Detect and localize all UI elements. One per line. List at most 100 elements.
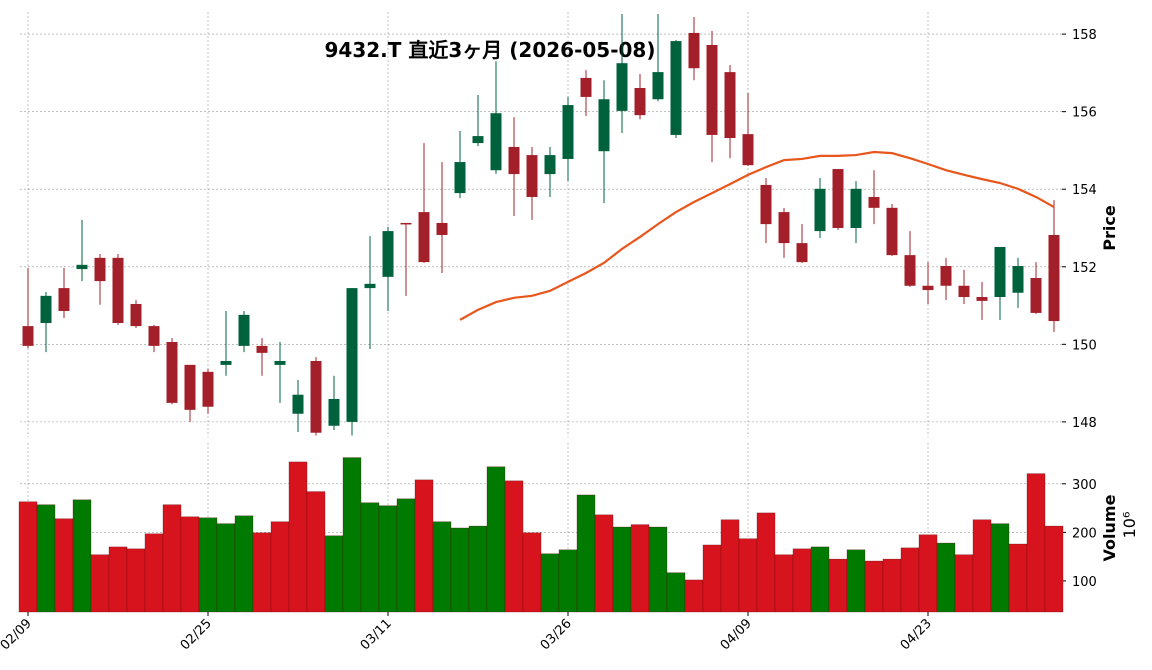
x-tick-label: 03/11 bbox=[358, 616, 395, 653]
moving-average-line bbox=[459, 150, 1055, 321]
candle-body bbox=[310, 360, 322, 433]
y-tick-label: 154 bbox=[1072, 183, 1097, 198]
candle-body bbox=[832, 169, 844, 228]
volume-bar bbox=[954, 554, 974, 613]
volume-bar bbox=[810, 546, 830, 613]
candle-body bbox=[526, 155, 538, 197]
candle-body bbox=[922, 285, 934, 291]
volume-bar bbox=[666, 572, 686, 613]
candle-body bbox=[814, 188, 826, 232]
candle-body bbox=[130, 303, 142, 327]
volume-bar bbox=[450, 527, 470, 613]
volume-bar bbox=[540, 553, 560, 613]
volume-bar bbox=[90, 554, 110, 613]
candle-body bbox=[112, 257, 124, 323]
candle-body bbox=[202, 371, 214, 407]
volume-bar bbox=[594, 514, 614, 613]
candle-body bbox=[364, 283, 376, 289]
volume-axis-label: Volume bbox=[1100, 494, 1119, 561]
candle-body bbox=[382, 231, 394, 277]
volume-bar bbox=[342, 457, 362, 613]
volume-bar bbox=[684, 579, 704, 613]
volume-bar bbox=[18, 501, 38, 613]
volume-bar bbox=[36, 504, 56, 613]
candle-body bbox=[1012, 265, 1024, 293]
volume-bar bbox=[576, 494, 596, 613]
volume-scale: 10⁶ bbox=[1120, 512, 1139, 539]
candle-body bbox=[634, 88, 646, 116]
volume-bar bbox=[828, 558, 848, 613]
candle-body bbox=[760, 184, 772, 225]
candle-body bbox=[904, 255, 916, 286]
volume-bar bbox=[648, 526, 668, 613]
volume-bar bbox=[612, 526, 632, 613]
volume-tick-label: 300 bbox=[1072, 478, 1097, 493]
candle-body bbox=[940, 265, 952, 286]
candle-body bbox=[22, 326, 34, 346]
volume-bar bbox=[702, 544, 722, 613]
y-tick-label: 152 bbox=[1072, 261, 1097, 276]
y-tick-label: 158 bbox=[1072, 28, 1097, 43]
volume-bar bbox=[522, 532, 542, 613]
candle-body bbox=[562, 105, 574, 159]
volume-bar bbox=[414, 479, 434, 613]
candle-body bbox=[166, 341, 178, 403]
candle-body bbox=[850, 188, 862, 228]
candle-body bbox=[976, 297, 988, 301]
candle-body bbox=[958, 285, 970, 298]
volume-bar bbox=[198, 517, 218, 613]
volume-bar bbox=[108, 546, 128, 613]
candle-body bbox=[868, 196, 880, 208]
volume-bar bbox=[360, 502, 380, 613]
x-tick-label: 03/26 bbox=[538, 616, 575, 653]
volume-bar bbox=[558, 549, 578, 613]
x-tick-label: 04/23 bbox=[898, 616, 935, 653]
candle-body bbox=[490, 113, 502, 171]
candle-body bbox=[580, 77, 592, 97]
volume-bar bbox=[324, 535, 344, 613]
volume-bar bbox=[864, 560, 884, 613]
candle-body bbox=[400, 222, 412, 225]
volume-tick-label: 200 bbox=[1072, 526, 1097, 541]
volume-bar bbox=[1044, 525, 1064, 613]
candle-body bbox=[652, 72, 664, 100]
candle-body bbox=[742, 134, 754, 166]
volume-bar bbox=[990, 523, 1010, 613]
volume-bar bbox=[396, 498, 416, 613]
volume-bar bbox=[882, 558, 902, 613]
candle-body bbox=[670, 41, 682, 135]
volume-bar bbox=[1008, 543, 1028, 613]
volume-bar bbox=[432, 521, 452, 613]
candle-body bbox=[688, 32, 700, 69]
candle-body bbox=[472, 136, 484, 144]
volume-bar bbox=[486, 466, 506, 613]
volume-bar bbox=[738, 538, 758, 613]
volume-bar bbox=[234, 515, 254, 613]
candle-body bbox=[436, 222, 448, 235]
volume-bar bbox=[288, 461, 308, 613]
candle-body bbox=[1030, 278, 1042, 313]
volume-bar bbox=[252, 532, 272, 613]
candle-body bbox=[220, 360, 232, 365]
candle-body bbox=[238, 314, 250, 346]
volume-bar bbox=[936, 542, 956, 613]
candle-body bbox=[58, 288, 70, 311]
y-tick-label: 156 bbox=[1072, 106, 1097, 121]
volume-bar bbox=[378, 505, 398, 613]
candle-body bbox=[616, 63, 628, 111]
candle-body bbox=[778, 212, 790, 244]
volume-bar bbox=[630, 524, 650, 613]
volume-bar bbox=[126, 548, 146, 613]
candle-body bbox=[40, 295, 52, 323]
candle-body bbox=[454, 162, 466, 194]
candle-body bbox=[418, 212, 430, 263]
candle-body bbox=[94, 257, 106, 282]
volume-bar bbox=[846, 549, 866, 613]
volume-bar bbox=[900, 547, 920, 613]
volume-bar bbox=[1026, 473, 1046, 613]
x-tick-label: 02/25 bbox=[178, 616, 215, 653]
volume-bar bbox=[54, 518, 74, 613]
candle-body bbox=[184, 364, 196, 410]
candle-body bbox=[706, 44, 718, 135]
